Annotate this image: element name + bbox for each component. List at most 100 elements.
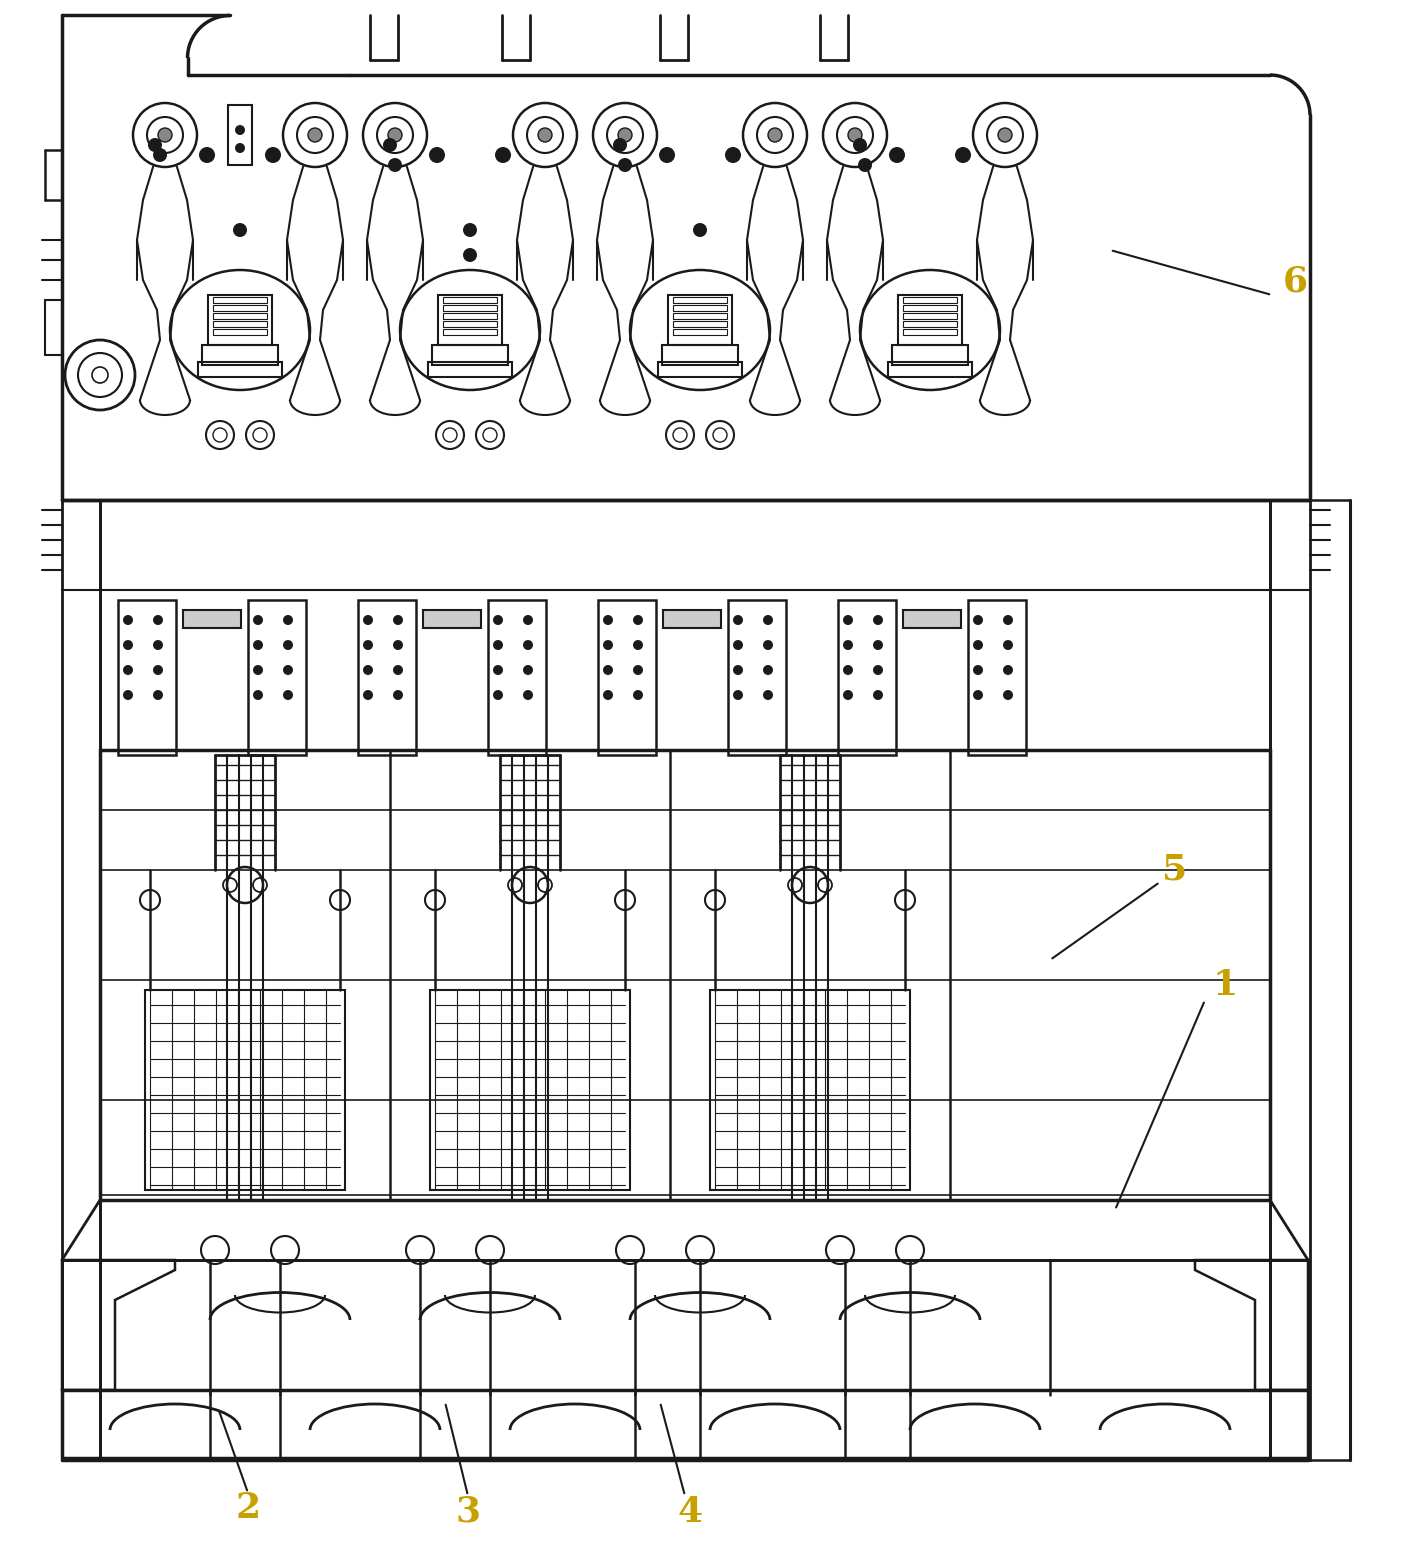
Circle shape [394, 640, 404, 650]
Bar [728, 600, 786, 755]
Circle shape [253, 665, 263, 674]
Circle shape [733, 690, 742, 699]
Circle shape [233, 224, 247, 238]
Circle shape [283, 615, 292, 625]
Circle shape [973, 640, 983, 650]
Bar [673, 322, 727, 326]
Circle shape [494, 615, 503, 625]
Circle shape [148, 138, 162, 152]
Circle shape [1002, 690, 1012, 699]
Circle shape [844, 640, 853, 650]
Circle shape [763, 690, 773, 699]
Bar [664, 611, 721, 628]
Bar [891, 345, 967, 365]
Circle shape [633, 615, 643, 625]
Bar [247, 600, 307, 755]
Bar [212, 329, 267, 336]
Bar [228, 106, 252, 165]
Circle shape [382, 138, 396, 152]
Bar [668, 295, 733, 345]
Bar [898, 295, 962, 345]
Bar [903, 329, 957, 336]
Circle shape [1002, 665, 1012, 674]
Bar [212, 312, 267, 319]
Bar [198, 362, 283, 378]
Circle shape [122, 690, 134, 699]
Circle shape [889, 148, 905, 163]
Circle shape [659, 148, 675, 163]
Circle shape [494, 665, 503, 674]
Bar [145, 990, 344, 1190]
Bar [967, 600, 1026, 755]
Circle shape [998, 127, 1012, 141]
Bar [212, 305, 267, 311]
Circle shape [763, 615, 773, 625]
Bar [903, 305, 957, 311]
Bar [62, 500, 100, 1461]
Circle shape [693, 224, 707, 238]
Circle shape [495, 148, 510, 163]
Circle shape [603, 640, 613, 650]
Circle shape [1002, 615, 1012, 625]
Circle shape [733, 640, 742, 650]
Bar [903, 297, 957, 303]
Circle shape [235, 124, 245, 135]
Circle shape [308, 127, 322, 141]
Circle shape [283, 640, 292, 650]
Circle shape [844, 665, 853, 674]
Bar [443, 305, 496, 311]
Bar [488, 600, 546, 755]
Circle shape [363, 640, 373, 650]
Circle shape [523, 690, 533, 699]
Bar [443, 312, 496, 319]
Circle shape [363, 665, 373, 674]
Circle shape [844, 690, 853, 699]
Circle shape [1002, 640, 1012, 650]
Bar [100, 751, 1270, 1200]
Circle shape [283, 665, 292, 674]
Circle shape [388, 159, 402, 172]
Circle shape [873, 690, 883, 699]
Circle shape [858, 159, 872, 172]
Bar [598, 600, 657, 755]
Text: 4: 4 [678, 1495, 703, 1529]
Circle shape [153, 690, 163, 699]
Bar [673, 312, 727, 319]
Bar [443, 329, 496, 336]
Circle shape [494, 690, 503, 699]
Circle shape [153, 640, 163, 650]
Bar [183, 611, 240, 628]
Circle shape [463, 224, 477, 238]
Bar [673, 305, 727, 311]
Bar [208, 295, 271, 345]
Circle shape [973, 690, 983, 699]
Circle shape [122, 665, 134, 674]
Circle shape [200, 148, 215, 163]
Circle shape [603, 615, 613, 625]
Circle shape [633, 640, 643, 650]
Circle shape [538, 127, 553, 141]
Bar [432, 345, 508, 365]
Circle shape [153, 148, 167, 162]
Circle shape [253, 640, 263, 650]
Circle shape [873, 640, 883, 650]
Circle shape [763, 665, 773, 674]
Circle shape [283, 690, 292, 699]
Circle shape [264, 148, 281, 163]
Circle shape [848, 127, 862, 141]
Circle shape [523, 640, 533, 650]
Bar [212, 297, 267, 303]
Bar [430, 990, 630, 1190]
Circle shape [253, 615, 263, 625]
Text: 1: 1 [1212, 968, 1237, 1002]
Bar [1270, 500, 1310, 1461]
Circle shape [853, 138, 868, 152]
Circle shape [725, 148, 741, 163]
Circle shape [873, 615, 883, 625]
Bar [423, 611, 481, 628]
Circle shape [603, 665, 613, 674]
Circle shape [153, 615, 163, 625]
Bar [662, 345, 738, 365]
Bar [903, 611, 960, 628]
Circle shape [733, 665, 742, 674]
